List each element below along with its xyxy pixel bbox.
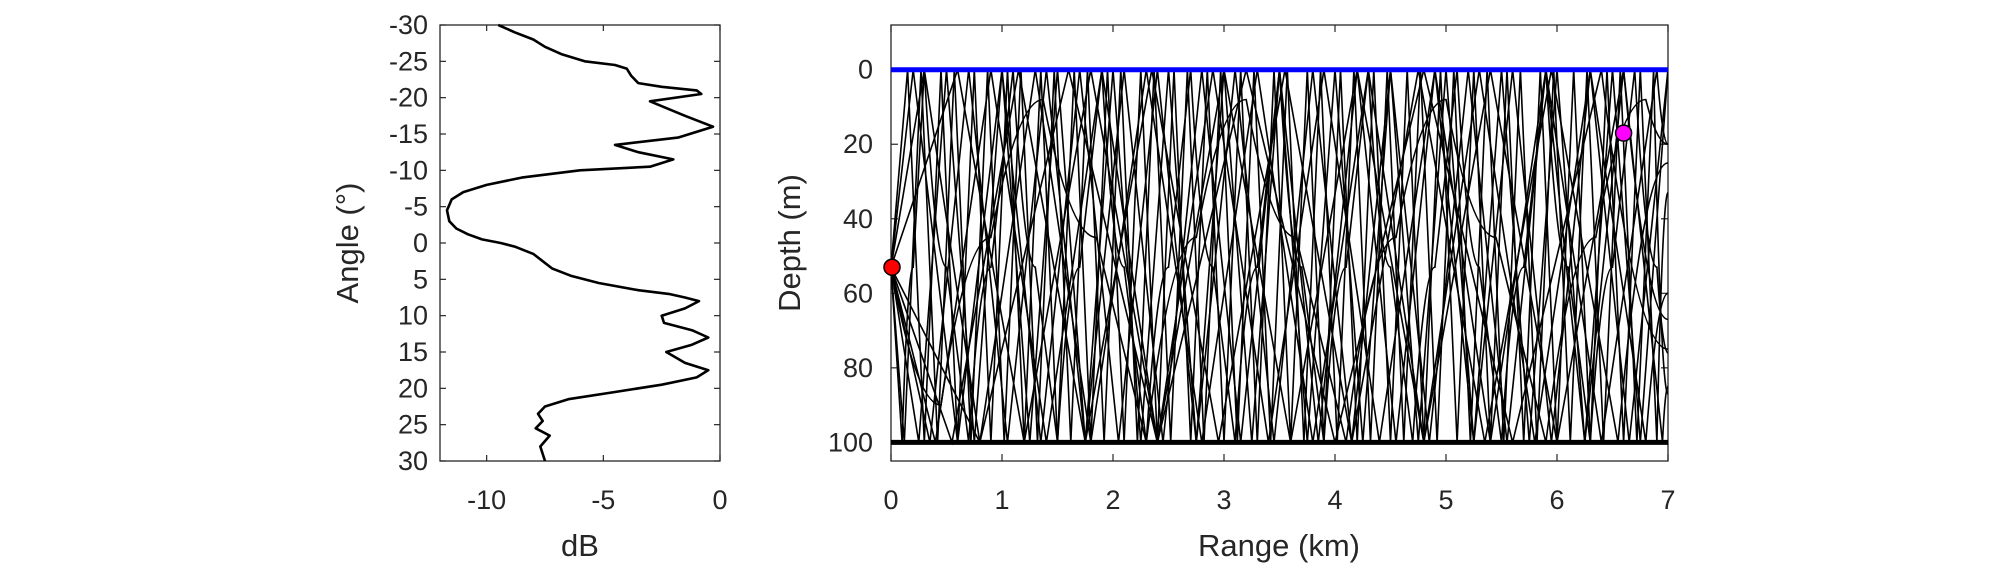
right-x-tick-label: 7 [1660,485,1675,515]
right-y-tick-label: 40 [843,204,873,234]
right-x-tick-label: 6 [1549,485,1564,515]
right-x-tick-label: 2 [1105,485,1120,515]
left-y-tick-label: 0 [413,228,428,258]
left-y-tick-label: -5 [404,192,428,222]
ray-path [891,98,1668,443]
right-x-tick-label: 5 [1438,485,1453,515]
left-y-axis-label: Angle (°) [330,183,365,304]
angle-power-chart: -10 -5 0 -30 -25 -20 -15 -10 -5 0 5 10 1… [330,10,728,563]
left-x-tick-label: -10 [467,485,506,515]
left-y-tick-label: 5 [413,264,428,294]
right-x-tick-label: 1 [994,485,1009,515]
right-x-tick-label: 3 [1216,485,1231,515]
left-plot-frame [439,24,721,462]
left-y-tick-label: -30 [389,10,428,40]
ray-path [891,69,1668,443]
left-y-tick-label: -20 [389,83,428,113]
left-y-tick-label: -25 [389,46,428,76]
left-x-tick-label: -5 [591,485,615,515]
left-y-tick-label: -10 [389,155,428,185]
right-x-tick-label: 4 [1327,485,1342,515]
ray-path [891,69,1668,445]
left-x-tick-labels: -10 -5 0 [467,485,727,515]
right-y-tick-label: 60 [843,278,873,308]
right-y-tick-label: 0 [858,55,873,85]
left-y-tick-label: 20 [398,373,428,403]
ray-trace-chart: 0 1 2 3 4 5 6 7 0 20 40 60 80 100 Range … [772,24,1676,563]
right-x-tick-label: 0 [883,485,898,515]
right-x-axis-label: Range (km) [1198,528,1360,563]
source-marker [883,258,901,276]
right-y-tick-label: 100 [828,427,873,457]
left-x-tick-label: 0 [712,485,727,515]
right-y-tick-label: 80 [843,353,873,383]
right-y-tick-label: 20 [843,129,873,159]
left-y-tick-label: 10 [398,301,428,331]
ray-path [891,69,1668,443]
right-x-tick-labels: 0 1 2 3 4 5 6 7 [883,485,1675,515]
left-y-tick-labels: -30 -25 -20 -15 -10 -5 0 5 10 15 20 25 3… [389,10,428,476]
right-y-axis-label: Depth (m) [772,174,807,312]
left-y-tick-label: 30 [398,446,428,476]
left-x-axis-label: dB [561,528,599,563]
power-curve [445,23,715,462]
left-y-tick-label: -15 [389,119,428,149]
ray-path [891,69,1668,443]
right-y-tick-labels: 0 20 40 60 80 100 [828,55,873,458]
left-y-tick-label: 25 [398,410,428,440]
left-axis-ticks [440,24,721,462]
left-y-tick-label: 15 [398,337,428,367]
receiver-marker [1614,124,1633,142]
